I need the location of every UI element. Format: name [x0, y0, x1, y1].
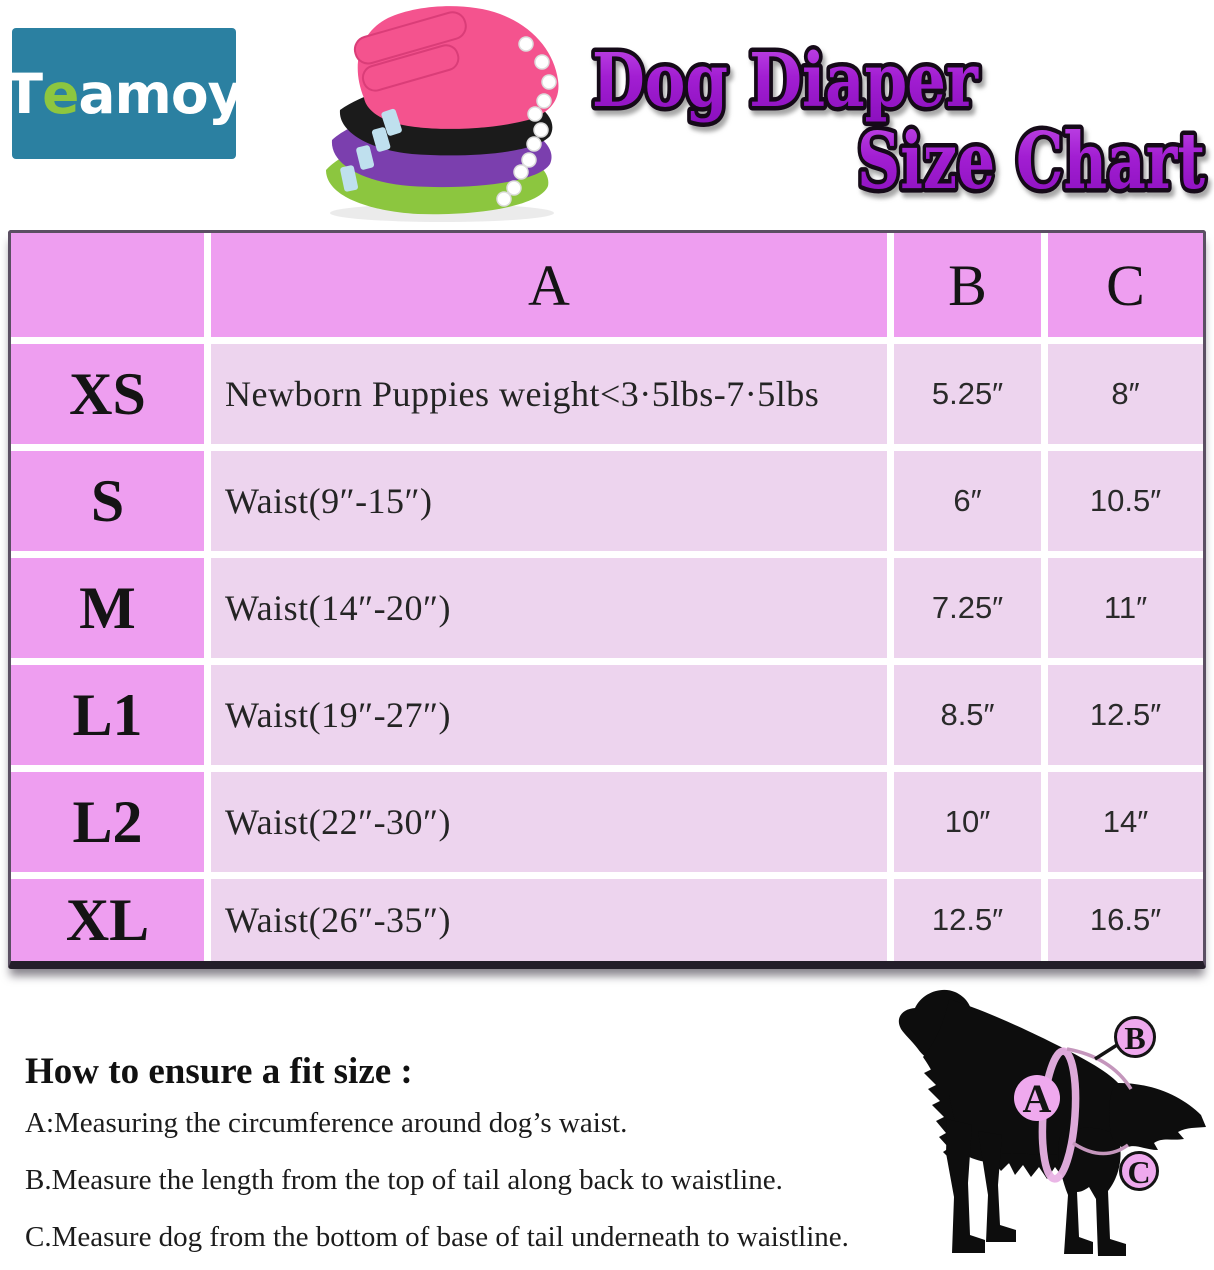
column-header-b: B: [894, 233, 1041, 337]
c-value-xl: 16.5″: [1048, 879, 1203, 961]
c-value-s: 10.5″: [1048, 451, 1203, 551]
fit-guide-item-b: B.Measure the length from the top of tai…: [25, 1164, 783, 1196]
logo-text-prefix: T: [5, 61, 44, 126]
snap-buttons: [496, 36, 557, 207]
size-label-xl: XL: [11, 879, 204, 961]
size-label-s: S: [11, 451, 204, 551]
b-value-m: 7.25″: [894, 558, 1041, 658]
desc-cell-s: Waist(9″-15″): [211, 451, 887, 551]
desc-cell-l2: Waist(22″-30″): [211, 772, 887, 872]
title-line-1: Dog Diaper: [592, 38, 979, 124]
desc-cell-m: Waist(14″-20″): [211, 558, 887, 658]
corner-cell: [11, 233, 204, 337]
fit-guide-item-c: C.Measure dog from the bottom of base of…: [25, 1221, 849, 1253]
badge-a-letter: A: [1023, 1076, 1052, 1121]
logo-text-suffix: amoy: [78, 61, 243, 126]
desc-cell-l1: Waist(19″-27″): [211, 665, 887, 765]
size-chart-table: A B C XS Newborn Puppies weight<3·5lbs-7…: [8, 230, 1206, 969]
b-value-s: 6″: [894, 451, 1041, 551]
dog-measurement-diagram: A B C: [898, 989, 1206, 1256]
fit-guide-item-a: A:Measuring the circumference around dog…: [25, 1107, 628, 1139]
c-value-m: 11″: [1048, 558, 1203, 658]
column-header-c: C: [1048, 233, 1203, 337]
size-label-l2: L2: [11, 772, 204, 872]
badge-b-leader-line: [1094, 1043, 1118, 1061]
size-label-xs: XS: [11, 344, 204, 444]
page-title: Dog Diaper Size Chart: [588, 34, 1210, 212]
desc-cell-xl: Waist(26″-35″): [211, 879, 887, 961]
title-line-2: Size Chart: [857, 116, 1205, 207]
b-value-xl: 12.5″: [894, 879, 1041, 961]
column-header-a: A: [211, 233, 887, 337]
b-value-xs: 5.25″: [894, 344, 1041, 444]
back-measure-arc: [1066, 1047, 1133, 1090]
desc-cell-xs: Newborn Puppies weight<3·5lbs-7·5lbs: [211, 344, 887, 444]
badge-c: C: [1119, 1151, 1159, 1191]
logo-text-accent: e: [42, 61, 79, 126]
c-value-l1: 12.5″: [1048, 665, 1203, 765]
badge-b-letter: B: [1124, 1020, 1145, 1056]
c-value-xs: 8″: [1048, 344, 1203, 444]
size-label-m: M: [11, 558, 204, 658]
velcro-strap: [353, 11, 467, 92]
b-value-l1: 8.5″: [894, 665, 1041, 765]
badge-c-letter: C: [1127, 1154, 1150, 1190]
c-value-l2: 14″: [1048, 772, 1203, 872]
diaper-stack-image: [326, 6, 559, 222]
badge-a: A: [1014, 1075, 1060, 1121]
dog-silhouette: [898, 989, 1206, 1256]
b-value-l2: 10″: [894, 772, 1041, 872]
diaper-tags: [340, 108, 402, 192]
fit-guide: How to ensure a fit size : A:Measuring t…: [25, 1050, 935, 1270]
size-label-l1: L1: [11, 665, 204, 765]
badge-b: B: [1114, 1016, 1156, 1058]
underside-measure-arc: [1072, 1141, 1130, 1156]
fit-guide-heading: How to ensure a fit size :: [25, 1051, 413, 1092]
